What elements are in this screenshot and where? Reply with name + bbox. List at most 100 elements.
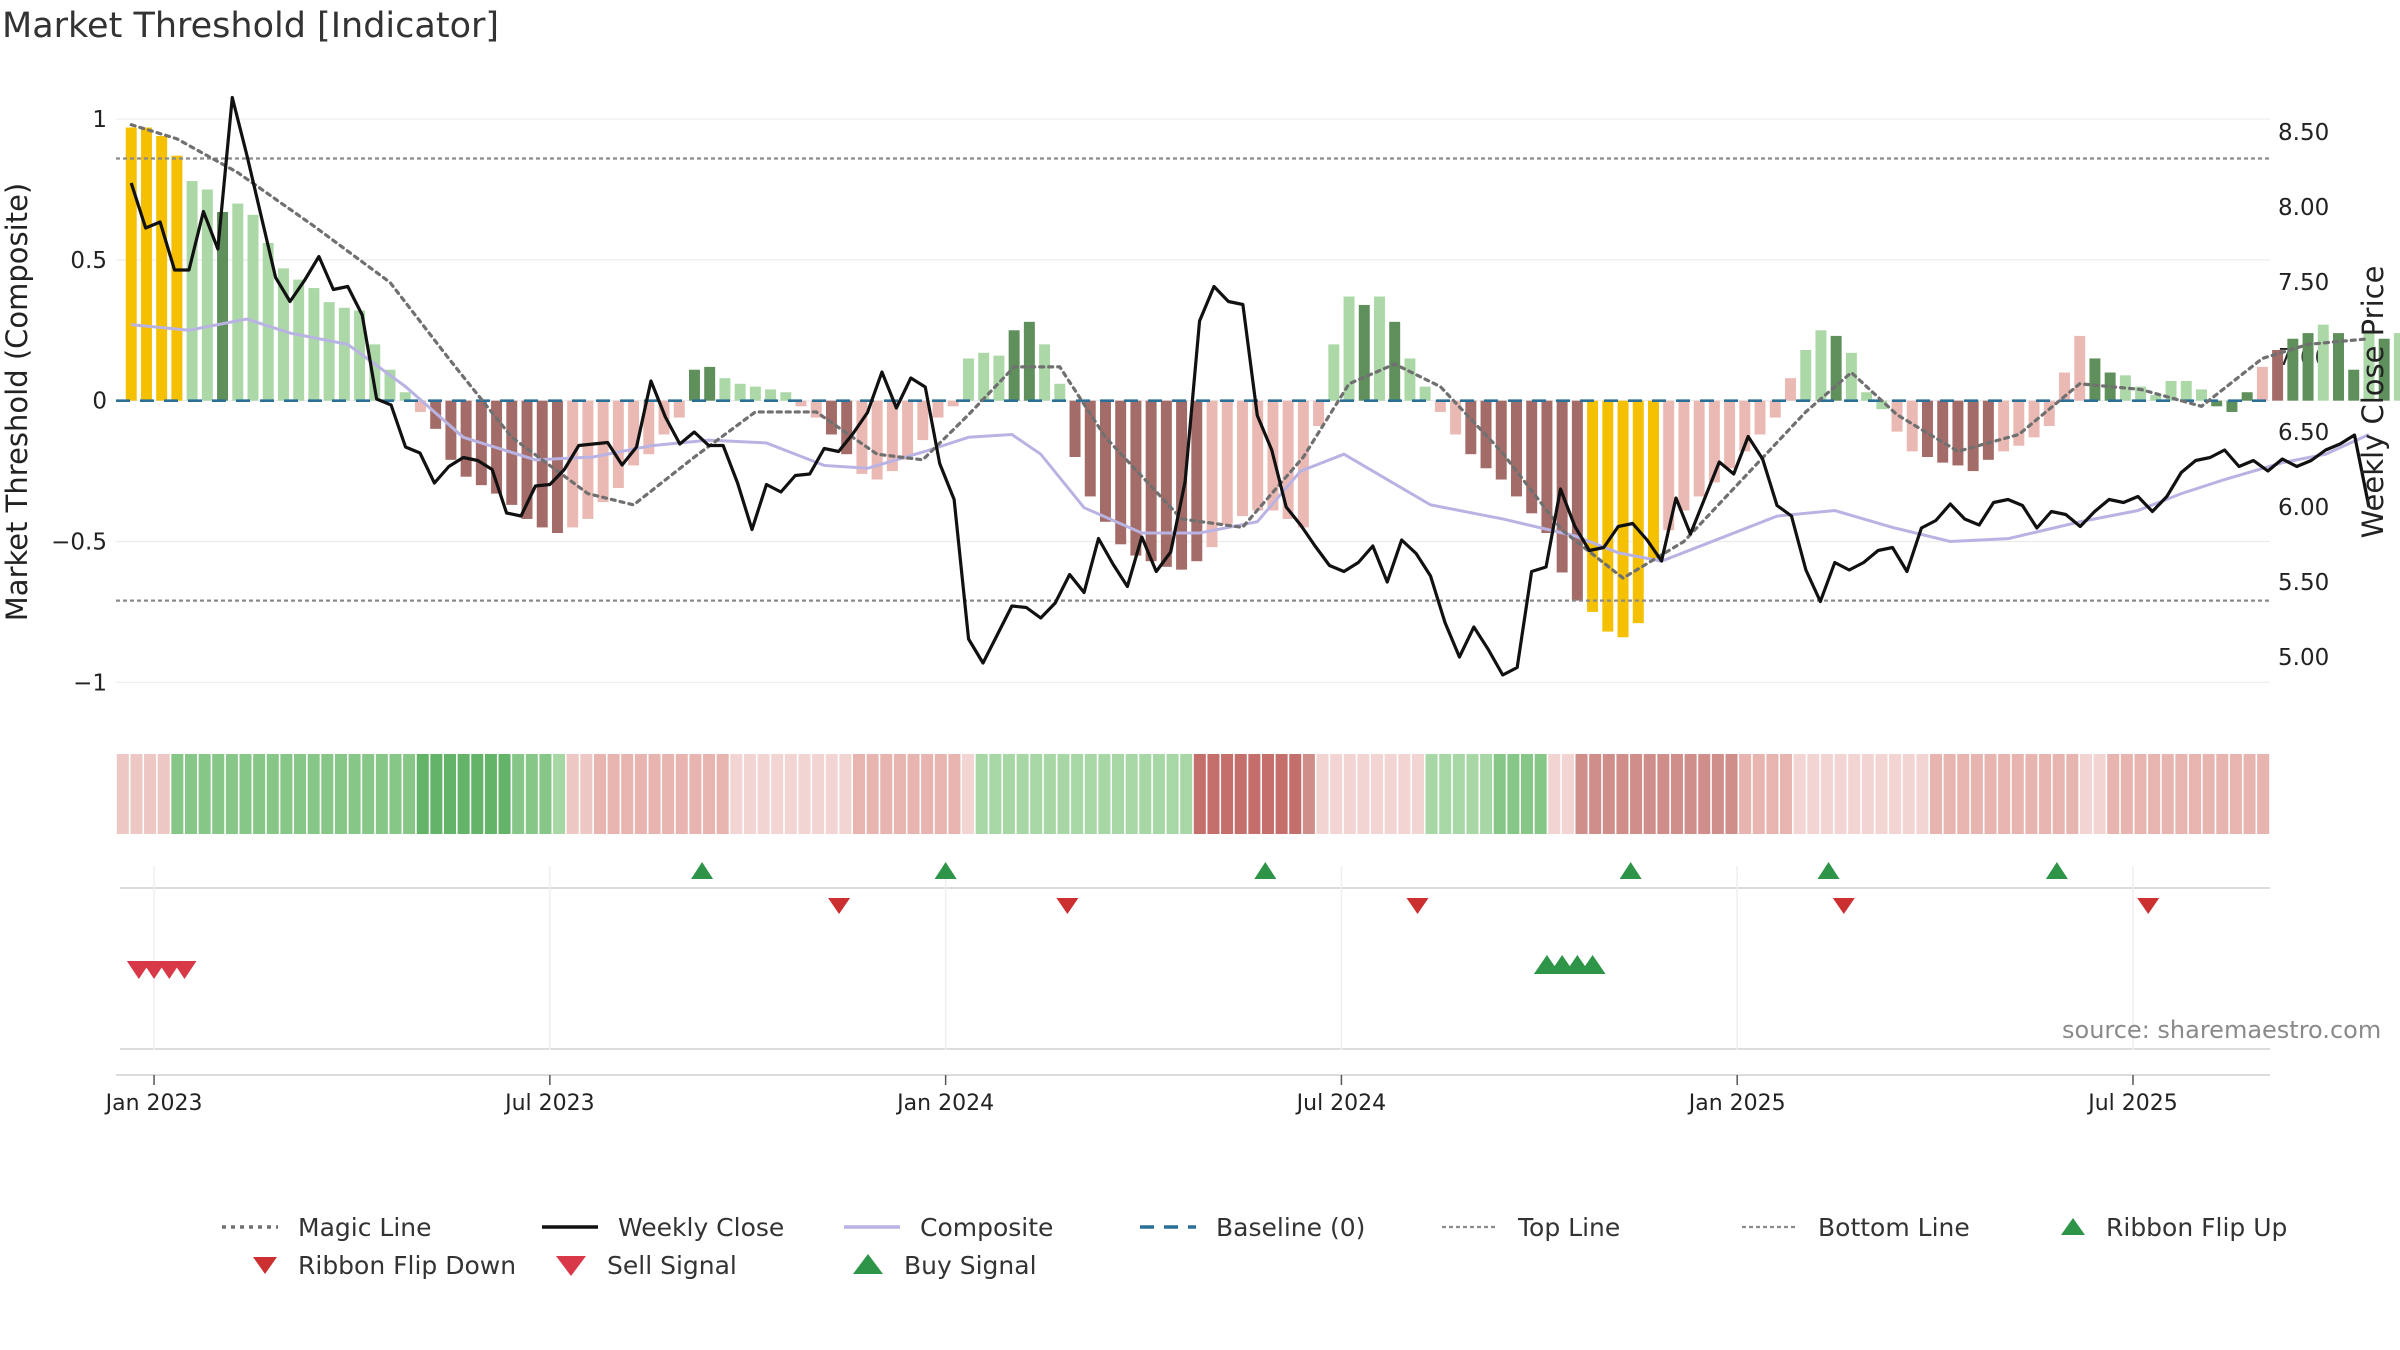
composite-bar xyxy=(704,366,716,401)
y-right-tick-label: 6.50 xyxy=(2278,420,2329,446)
dotted-grey-line-icon xyxy=(1442,1225,1498,1229)
ribbon-cell xyxy=(1057,754,1070,834)
y-right-tick-label: 5.50 xyxy=(2278,570,2329,596)
y-left-tick-label: 1 xyxy=(92,107,107,133)
ribbon-cell xyxy=(403,754,416,834)
ribbon-cell xyxy=(471,754,484,834)
ribbon-cell xyxy=(962,754,975,834)
composite-bar xyxy=(1130,400,1142,556)
legend-label: Top Line xyxy=(1518,1212,1621,1242)
ribbon-cell xyxy=(1807,754,1820,834)
legend-item-ribbon-flip-down: Ribbon Flip Down xyxy=(250,1246,516,1284)
y-right-tick-label: 6.00 xyxy=(2278,495,2329,521)
composite-bar xyxy=(871,400,883,480)
legend-label: Magic Line xyxy=(298,1212,432,1242)
ribbon-cell xyxy=(1302,754,1315,834)
composite-bar xyxy=(2333,333,2344,401)
dotted-grey-line-icon xyxy=(1742,1225,1798,1229)
composite-bar xyxy=(1648,400,1659,559)
ribbon-panel xyxy=(116,754,2270,834)
ribbon-cell xyxy=(1670,754,1683,834)
ribbon-cell xyxy=(2243,754,2256,834)
ribbon-cell xyxy=(130,754,143,834)
ribbon-flip-down-marker xyxy=(1056,898,1079,914)
y-right-tick-label: 8.00 xyxy=(2278,195,2329,221)
ribbon-cell xyxy=(593,754,606,834)
composite-bar xyxy=(1084,400,1096,497)
composite-bar xyxy=(1937,400,1949,463)
y-left-tick-label: 0 xyxy=(92,389,107,415)
ribbon-cell xyxy=(1861,754,1874,834)
ribbon-cell xyxy=(1357,754,1370,834)
ribbon-cell xyxy=(375,754,388,834)
composite-bar xyxy=(354,310,366,401)
ribbon-cell xyxy=(812,754,825,834)
ribbon-cell xyxy=(989,754,1002,834)
x-tick-label: Jan 2023 xyxy=(104,1091,203,1116)
legend-label: Weekly Close xyxy=(618,1212,785,1242)
ribbon-cell xyxy=(839,754,852,834)
ribbon-cell xyxy=(948,754,961,834)
ribbon-cell xyxy=(1984,754,1997,834)
composite-bar xyxy=(1830,335,1842,401)
ribbon-cell xyxy=(1248,754,1261,834)
legend-label: Composite xyxy=(920,1212,1054,1242)
ribbon-cell xyxy=(1016,754,1029,834)
composite-bar xyxy=(1800,349,1812,401)
composite-bar xyxy=(567,400,579,528)
x-tick-label: Jul 2024 xyxy=(1295,1091,1387,1116)
composite-bar xyxy=(2287,338,2299,401)
composite-bar xyxy=(1526,400,1538,514)
ribbon-cell xyxy=(498,754,511,834)
composite-bar xyxy=(1160,400,1172,567)
ribbon-cell xyxy=(1793,754,1806,834)
ribbon-cell xyxy=(743,754,756,834)
legend: Magic Line Weekly Close Composite Baseli… xyxy=(220,1208,2400,1284)
triangle-up-green-icon xyxy=(853,1254,883,1274)
ribbon-cell xyxy=(1180,754,1193,834)
composite-bar xyxy=(445,400,457,460)
ribbon-cell xyxy=(144,754,157,834)
ribbon-cell xyxy=(893,754,906,834)
ribbon-cell xyxy=(634,754,647,834)
ribbon-cell xyxy=(1371,754,1384,834)
ribbon-cell xyxy=(1125,754,1138,834)
ribbon-cell xyxy=(1043,754,1056,834)
ribbon-flip-up-marker xyxy=(1817,862,1840,879)
composite-bar xyxy=(1282,400,1294,519)
composite-bar xyxy=(186,181,198,401)
ribbon-cell xyxy=(1411,754,1424,834)
composite-bar xyxy=(1785,378,1796,401)
composite-bar xyxy=(1206,400,1218,548)
composite-bar xyxy=(2241,392,2253,401)
composite-bar xyxy=(856,400,868,474)
ribbon-cell xyxy=(484,754,497,834)
composite-bar xyxy=(932,400,944,418)
ribbon-flip-up-marker xyxy=(2045,862,2068,879)
ribbon-cell xyxy=(171,754,184,834)
composite-bar xyxy=(1861,392,1873,401)
composite-bar xyxy=(2378,338,2390,401)
dotted-line-icon xyxy=(222,1225,278,1229)
composite-bar xyxy=(384,369,396,401)
composite-bar xyxy=(1754,400,1766,435)
composite-bar xyxy=(1236,400,1248,517)
ribbon-cell xyxy=(1575,754,1588,834)
magic-line xyxy=(129,123,2371,581)
y-axis-left-label: Market Threshold (Composite) xyxy=(0,183,34,621)
composite-bar xyxy=(1891,400,1903,432)
ribbon-cell xyxy=(1848,754,1861,834)
composite-bar xyxy=(1373,296,1385,401)
composite-bar xyxy=(2226,400,2238,412)
composite-bar xyxy=(1404,358,1416,401)
sell-signal-marker xyxy=(157,961,182,979)
composite-bar xyxy=(2302,333,2314,401)
composite-bar xyxy=(2135,386,2147,401)
ribbon-cell xyxy=(1084,754,1097,834)
composite-bar xyxy=(1769,400,1781,418)
sell-signal-marker xyxy=(172,961,197,979)
composite-bar xyxy=(2013,400,2025,446)
legend-row-1: Magic Line Weekly Close Composite Baseli… xyxy=(220,1208,2400,1246)
ribbon-cell xyxy=(1343,754,1356,834)
ribbon-cell xyxy=(1970,754,1983,834)
